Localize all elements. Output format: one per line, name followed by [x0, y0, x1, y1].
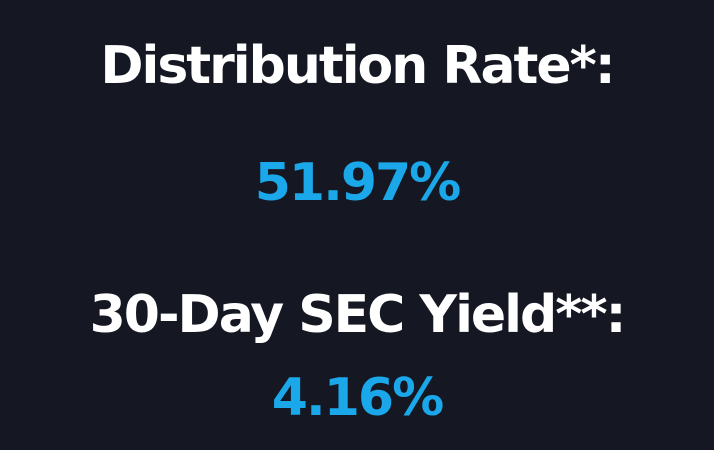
sec-yield-label: 30-Day SEC Yield**: [89, 285, 627, 345]
distribution-rate-label: Distribution Rate*: [100, 36, 615, 96]
sec-yield-value: 4.16% [271, 368, 444, 428]
distribution-rate-value: 51.97% [254, 153, 462, 213]
